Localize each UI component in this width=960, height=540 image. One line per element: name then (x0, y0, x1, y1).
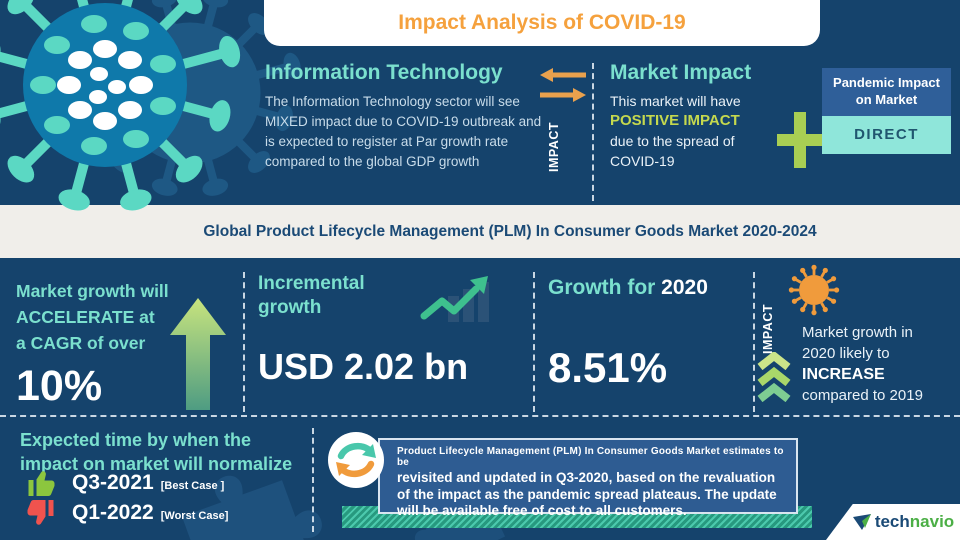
worst-case-row: Q1-2022 [Worst Case] (24, 498, 228, 528)
trend-up-icon (420, 276, 489, 322)
note-body: revisited and updated in Q3-2020, based … (397, 470, 777, 519)
market-title: Global Product Lifecycle Management (PLM… (203, 222, 817, 240)
thumbs-down-icon (27, 500, 54, 525)
impact-line1: Market growth in (802, 324, 913, 341)
technavio-arrow-icon (852, 514, 871, 530)
divider-1 (243, 272, 245, 412)
normalize-panel: Expected time by when the impact on mark… (20, 428, 310, 476)
sector-body: The Information Technology sector will s… (265, 94, 542, 169)
best-case-value: Q3-2021 (72, 471, 154, 494)
normalize-heading-line1: Expected time by when the (20, 430, 252, 450)
divider-3 (753, 272, 755, 412)
plus-icon-vertical (794, 112, 806, 168)
exchange-arrows-icon (540, 68, 586, 102)
worst-case-value: Q1-2022 (72, 501, 154, 524)
divider-top (592, 63, 594, 201)
refresh-icon (328, 432, 384, 488)
chevrons-up-icon (757, 352, 791, 402)
incremental-label-line2: growth (258, 297, 322, 318)
market-impact-line2: due to the spread of (610, 133, 735, 149)
technavio-logo: tech navio (826, 504, 960, 540)
virus-icon-small (788, 264, 840, 316)
market-impact-block: Market Impact This market will have POSI… (610, 61, 790, 171)
normalize-heading-line2: impact on market will normalize (20, 454, 293, 474)
page-title: Impact Analysis of COVID-19 (398, 11, 686, 34)
market-impact-highlight: POSITIVE IMPACT (610, 112, 740, 129)
sector-heading: Information Technology (265, 61, 503, 84)
logo-text-suffix: navio (909, 512, 955, 531)
impact-line2: 2020 likely to (802, 345, 890, 362)
divider-horizontal (0, 415, 960, 417)
divider-bottom (312, 428, 314, 532)
impact-line3: compared to 2019 (802, 387, 923, 404)
growth-label: Growth for (548, 276, 662, 299)
cagr-line2: ACCELERATE at (16, 307, 155, 327)
sector-block: Information Technology The Information T… (265, 61, 545, 172)
pandemic-box-title: Pandemic Impact on Market (822, 68, 951, 116)
impact-label-vertical-top: IMPACT (547, 122, 561, 172)
incremental-label-line1: Incremental (258, 273, 365, 294)
growth-arrow-icon (170, 298, 226, 410)
cagr-panel: Market growth will ACCELERATE at a CAGR … (16, 278, 241, 411)
cagr-line3: a CAGR of over (16, 333, 146, 353)
pandemic-impact-box: Pandemic Impact on Market DIRECT (822, 68, 951, 154)
market-impact-line3: COVID-19 (610, 153, 675, 169)
impact-panel-text: Market growth in 2020 likely to INCREASE… (802, 322, 954, 406)
incremental-panel: Incremental growth (258, 272, 428, 320)
growth-year: 2020 (661, 276, 708, 299)
divider-2 (533, 272, 535, 412)
market-impact-line1: This market will have (610, 93, 741, 109)
market-title-band: Global Product Lifecycle Management (PLM… (0, 205, 960, 258)
coronavirus-illustration (0, 0, 304, 214)
pandemic-box-value: DIRECT (822, 115, 951, 154)
incremental-value: USD 2.02 bn (258, 346, 469, 387)
thumbs-up-icon (28, 471, 55, 496)
note-box: Product Lifecycle Management (PLM) In Co… (378, 438, 798, 518)
worst-case-label: [Worst Case] (160, 510, 229, 522)
market-impact-heading: Market Impact (610, 61, 752, 84)
best-case-row: Q3-2021 [Best Case ] (24, 468, 224, 498)
logo-text-prefix: tech (874, 512, 910, 531)
title-banner: Impact Analysis of COVID-19 (264, 0, 820, 46)
growth-panel-label: Growth for 2020 (548, 276, 708, 300)
growth-value: 8.51% (548, 344, 668, 391)
impact-label-vertical-bottom: IMPACT (761, 304, 775, 354)
cagr-value: 10% (16, 362, 103, 410)
impact-highlight: INCREASE (802, 366, 885, 383)
cagr-line1: Market growth will (16, 281, 169, 301)
best-case-label: [Best Case ] (160, 480, 225, 492)
note-intro: Product Lifecycle Management (PLM) In Co… (397, 446, 784, 468)
